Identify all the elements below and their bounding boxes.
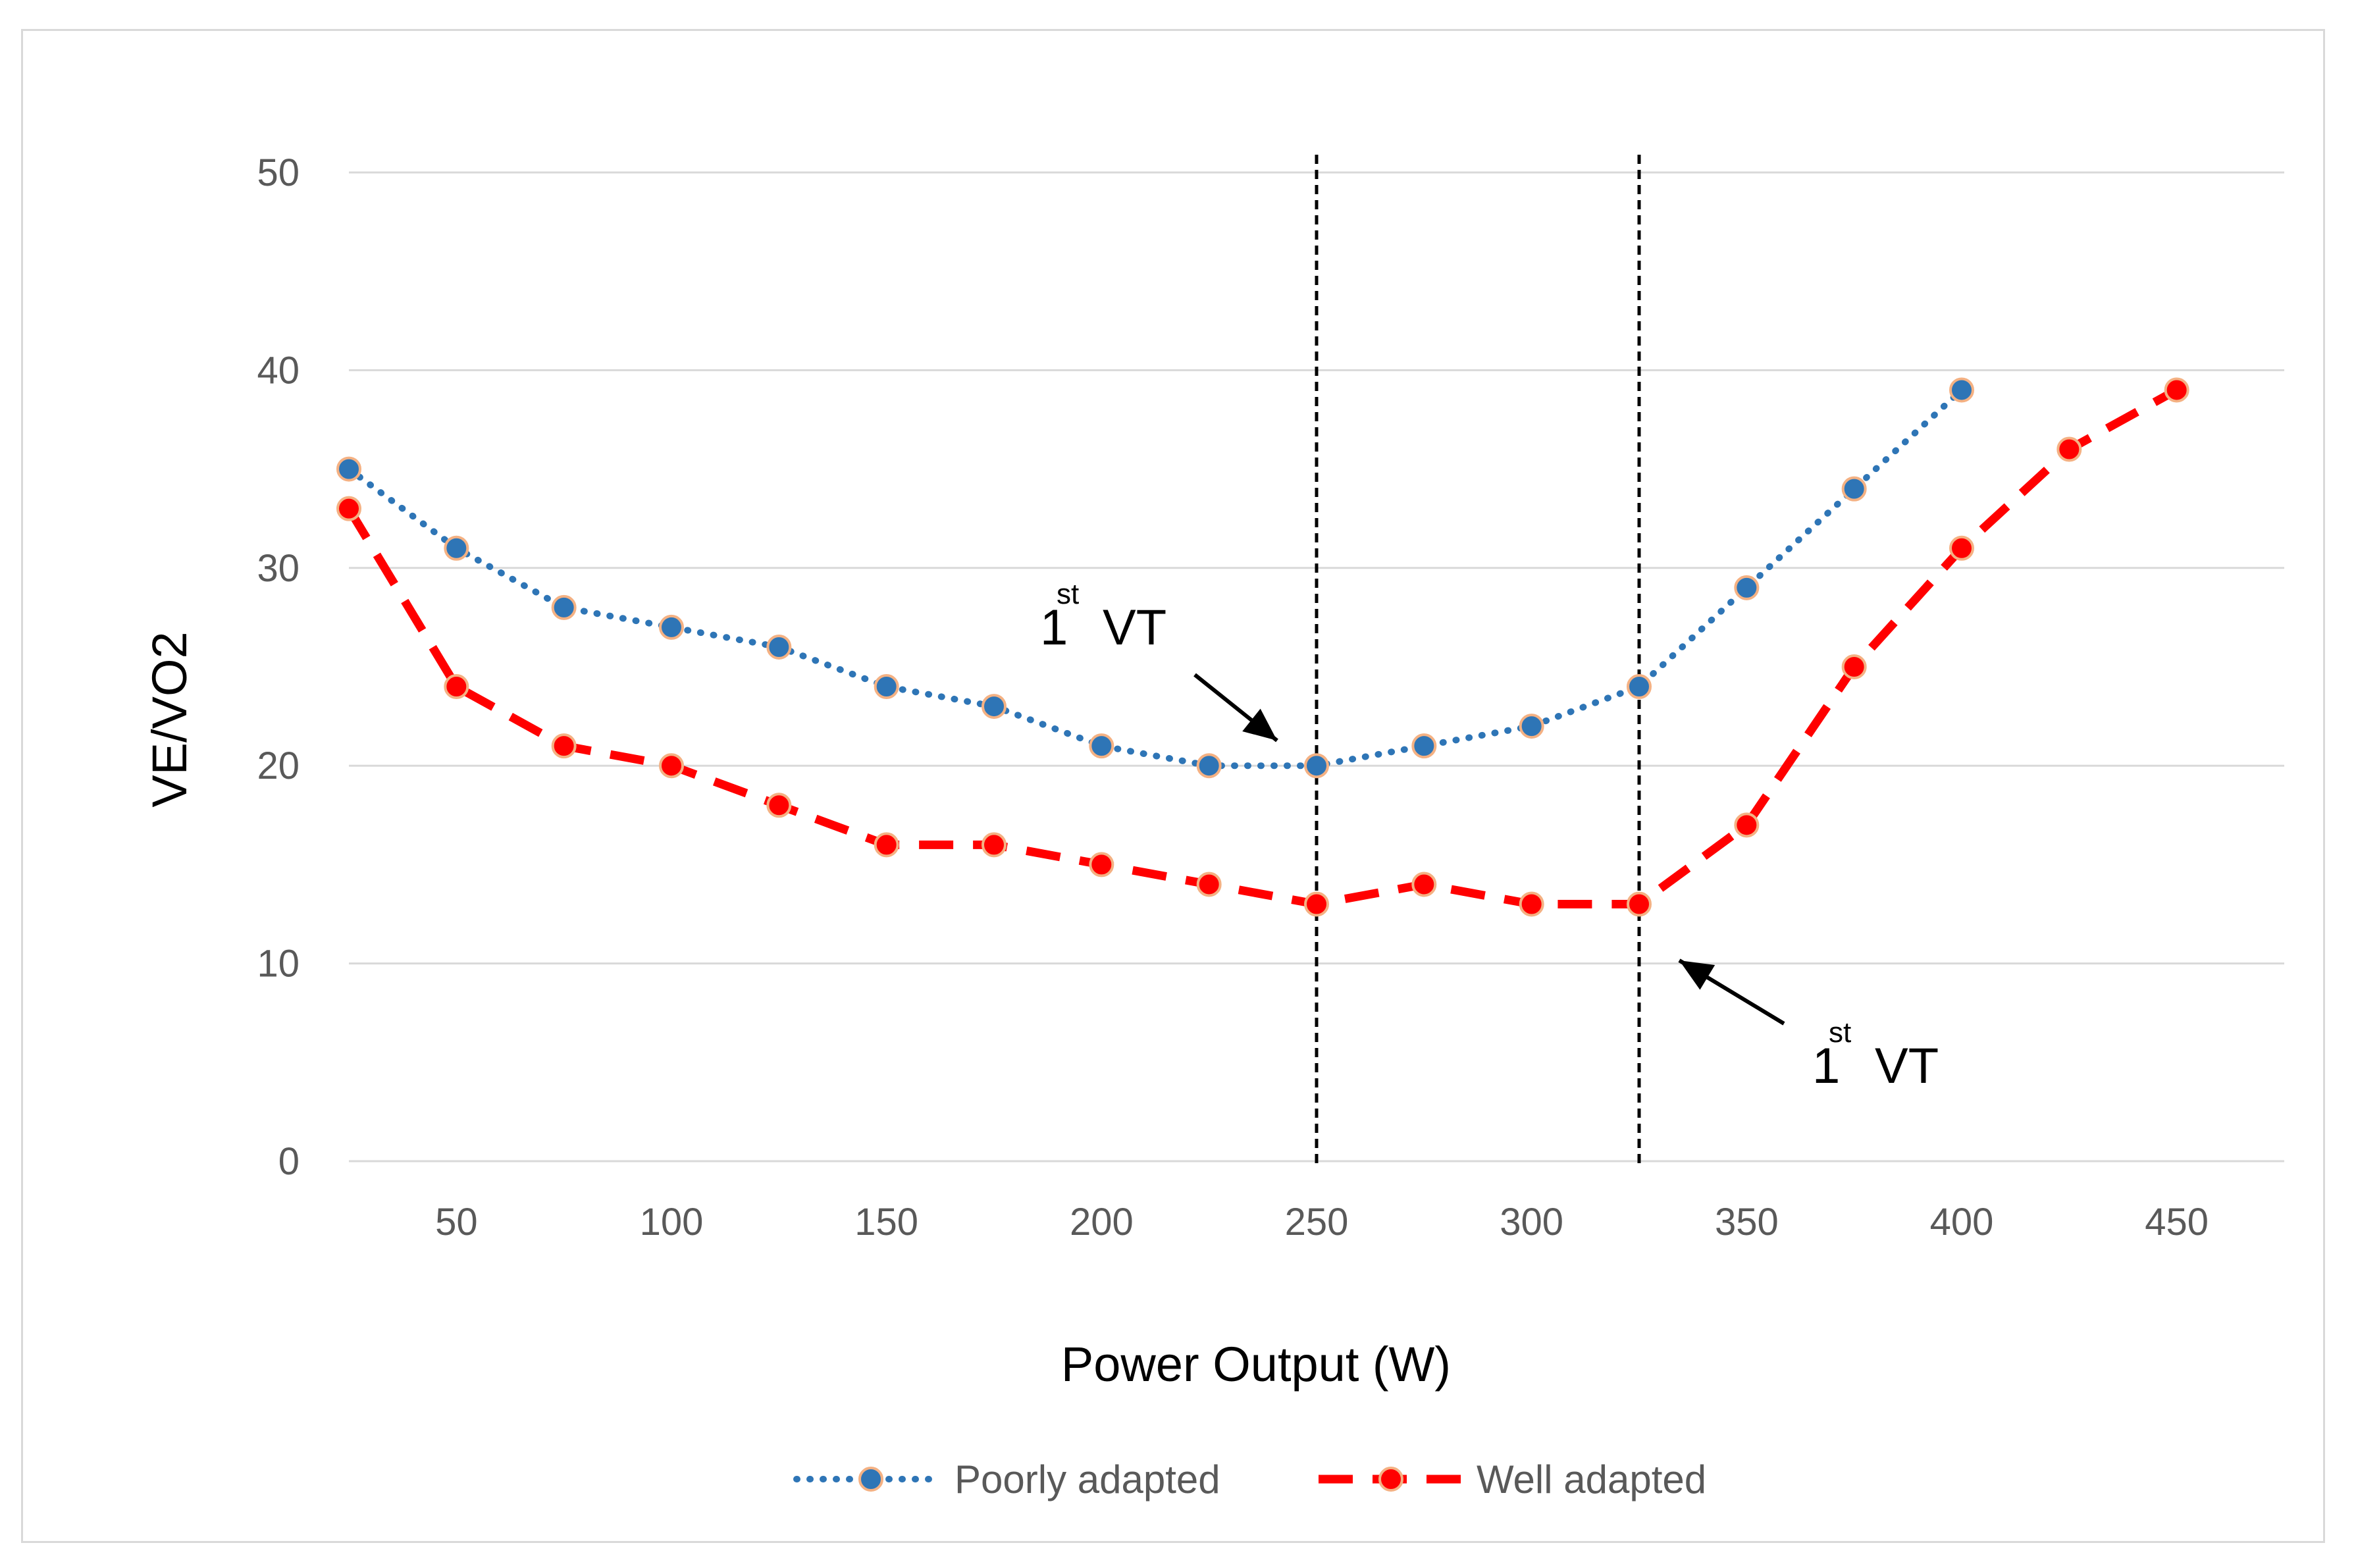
x-tick-label: 350: [1715, 1201, 1779, 1243]
legend-swatch-marker: [858, 1467, 883, 1492]
y-tick-label: 30: [257, 547, 300, 590]
data-point: [336, 456, 361, 482]
data-point: [982, 832, 1007, 858]
data-point: [1411, 733, 1437, 759]
x-tick-label: 200: [1070, 1201, 1134, 1243]
x-tick-label: 50: [435, 1201, 478, 1243]
data-point: [1627, 674, 1652, 700]
data-point: [444, 674, 469, 700]
data-point: [1734, 575, 1760, 600]
y-tick-label: 20: [257, 745, 300, 787]
annotation-base: 1: [1812, 1038, 1840, 1094]
x-axis-title: Power Output (W): [1061, 1337, 1451, 1392]
x-tick-label: 400: [1930, 1201, 1994, 1243]
legend-label: Poorly adapted: [955, 1457, 1220, 1502]
x-tick-label: 150: [854, 1201, 918, 1243]
data-point: [1627, 891, 1652, 917]
annotation-superscript: st: [1057, 578, 1079, 610]
annotation-label: VT: [1875, 1038, 1939, 1094]
vt-annotation: 1st VT: [1678, 958, 1939, 1094]
data-point: [336, 496, 361, 521]
data-point: [659, 614, 684, 640]
legend: Poorly adapted Well adapted: [793, 1457, 1706, 1502]
data-point: [1304, 891, 1329, 917]
x-tick-label: 450: [2145, 1201, 2209, 1243]
data-point: [1949, 377, 1974, 403]
y-axis-title: VE/VO2: [142, 631, 197, 807]
series-layer: [336, 377, 2189, 917]
data-point: [1089, 852, 1114, 877]
data-point: [1841, 476, 1867, 502]
legend-item: Poorly adapted: [793, 1457, 1220, 1502]
y-tick-label: 50: [257, 151, 300, 194]
data-point: [1519, 891, 1544, 917]
vt-annotation: 1st VT: [1040, 578, 1278, 743]
data-point: [551, 594, 577, 620]
vertical-lines: [1315, 155, 1641, 1164]
y-tick-label: 40: [257, 349, 300, 392]
legend-swatch-marker: [1378, 1467, 1403, 1492]
annotation-base: 1: [1040, 600, 1068, 656]
x-tick-label: 300: [1500, 1201, 1563, 1243]
data-point: [2164, 377, 2189, 403]
tick-labels: 0 10 20 30 40 50 50 100 150 200 250 300 350 400 450: [257, 151, 2209, 1243]
data-point: [1841, 654, 1867, 679]
legend-item: Well adapted: [1319, 1457, 1706, 1502]
data-point: [1089, 733, 1114, 759]
data-point: [766, 634, 792, 660]
series-line: [345, 386, 2179, 908]
data-point: [874, 832, 899, 858]
data-point: [444, 535, 469, 561]
data-point: [551, 733, 577, 759]
legend-label: Well adapted: [1477, 1457, 1706, 1502]
data-point: [1519, 714, 1544, 739]
y-tick-label: 10: [257, 943, 300, 985]
data-point: [659, 753, 684, 779]
arrowhead: [1242, 708, 1277, 741]
data-point: [766, 793, 792, 818]
grid-layer: [349, 171, 2284, 1163]
data-point: [1734, 812, 1760, 838]
data-point: [1949, 535, 1974, 561]
annotation-superscript: st: [1829, 1016, 1851, 1049]
data-point: [1196, 872, 1222, 897]
data-point: [1411, 872, 1437, 897]
data-point: [2056, 436, 2082, 462]
data-point: [874, 674, 899, 700]
series-line: [346, 386, 1965, 770]
data-point: [1196, 753, 1222, 779]
arrowhead: [1679, 960, 1715, 990]
data-point: [1304, 753, 1329, 779]
x-tick-label: 100: [640, 1201, 704, 1243]
x-tick-label: 250: [1285, 1201, 1349, 1243]
y-tick-label: 0: [278, 1140, 300, 1183]
data-point: [982, 694, 1007, 719]
annotation-label: VT: [1103, 600, 1166, 656]
